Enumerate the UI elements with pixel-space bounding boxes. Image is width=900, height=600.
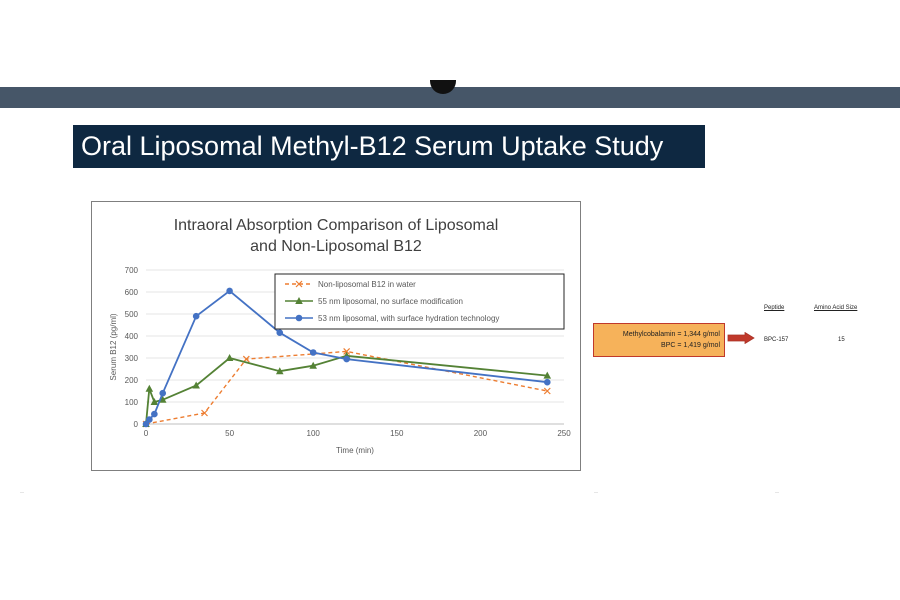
table-cell-peptide: BPC-157 [764,337,789,343]
data-point [543,371,552,379]
x-axis-label: Time (min) [336,446,374,455]
data-point [295,280,303,288]
data-point [151,410,158,418]
top-bar [0,87,900,108]
slide-title: Oral Liposomal Methyl-B12 Serum Uptake S… [73,125,705,168]
x-tick-label: 150 [390,429,404,438]
divider [20,492,24,493]
data-point [309,349,317,356]
series-line [145,289,548,425]
y-tick-label: 100 [125,398,139,407]
chart-title-line: Intraoral Absorption Comparison of Lipos… [174,217,499,234]
legend-box [274,273,565,330]
series-line [145,354,548,425]
data-point [192,312,200,320]
data-point [275,367,284,375]
data-point [192,381,200,389]
data-point [225,354,234,361]
y-tick-label: 400 [125,332,139,341]
data-point [159,389,167,397]
right-arrow-icon [727,332,755,344]
data-point [158,395,167,403]
data-point [343,355,350,363]
note-line-bpc: BPC = 1,419 g/mol [661,342,720,349]
legend-label: 53 nm liposomal, with surface hydration … [318,314,499,323]
x-tick-label: 0 [144,429,149,438]
divider [775,492,779,493]
data-point [343,347,351,355]
data-point [150,398,159,405]
chart-frame: Intraoral Absorption Comparison of Lipos… [91,201,581,471]
y-axis-label: Serum B12 (pg/ml) [109,313,118,380]
y-tick-label: 300 [125,354,139,363]
note-line-methylcobalamin: Methylcobalamin = 1,344 g/mol [622,331,720,338]
divider [594,492,598,493]
camera-dot-icon [430,80,456,94]
data-point [295,314,303,322]
y-tick-label: 500 [125,310,139,319]
x-tick-label: 200 [474,429,488,438]
serum-uptake-chart: Intraoral Absorption Comparison of Lipos… [109,217,571,455]
table-header-amino-acid-size: Amino Acid Size [814,305,858,311]
x-tick-label: 50 [225,429,234,438]
data-point [226,287,233,295]
y-tick-label: 200 [125,376,139,385]
data-point [145,384,154,392]
data-point [276,329,284,336]
data-point [543,378,551,386]
table-cell-amino-acid-size: 15 [838,337,845,343]
molecular-weight-note: Methylcobalamin = 1,344 g/mol BPC = 1,41… [593,323,725,357]
y-tick-label: 700 [125,266,139,275]
data-point [295,297,303,304]
y-tick-label: 0 [134,420,139,429]
chart-title-line: and Non-Liposomal B12 [250,238,422,255]
y-tick-label: 600 [125,288,139,297]
data-point [146,416,153,423]
data-point [309,361,317,369]
legend-label: Non-liposomal B12 in water [318,280,416,289]
x-tick-label: 100 [307,429,321,438]
data-point [543,387,551,395]
x-tick-label: 250 [557,429,571,438]
data-point [201,409,208,417]
table-header-peptide: Peptide [764,305,785,311]
legend-label: 55 nm liposomal, no surface modification [318,297,463,306]
